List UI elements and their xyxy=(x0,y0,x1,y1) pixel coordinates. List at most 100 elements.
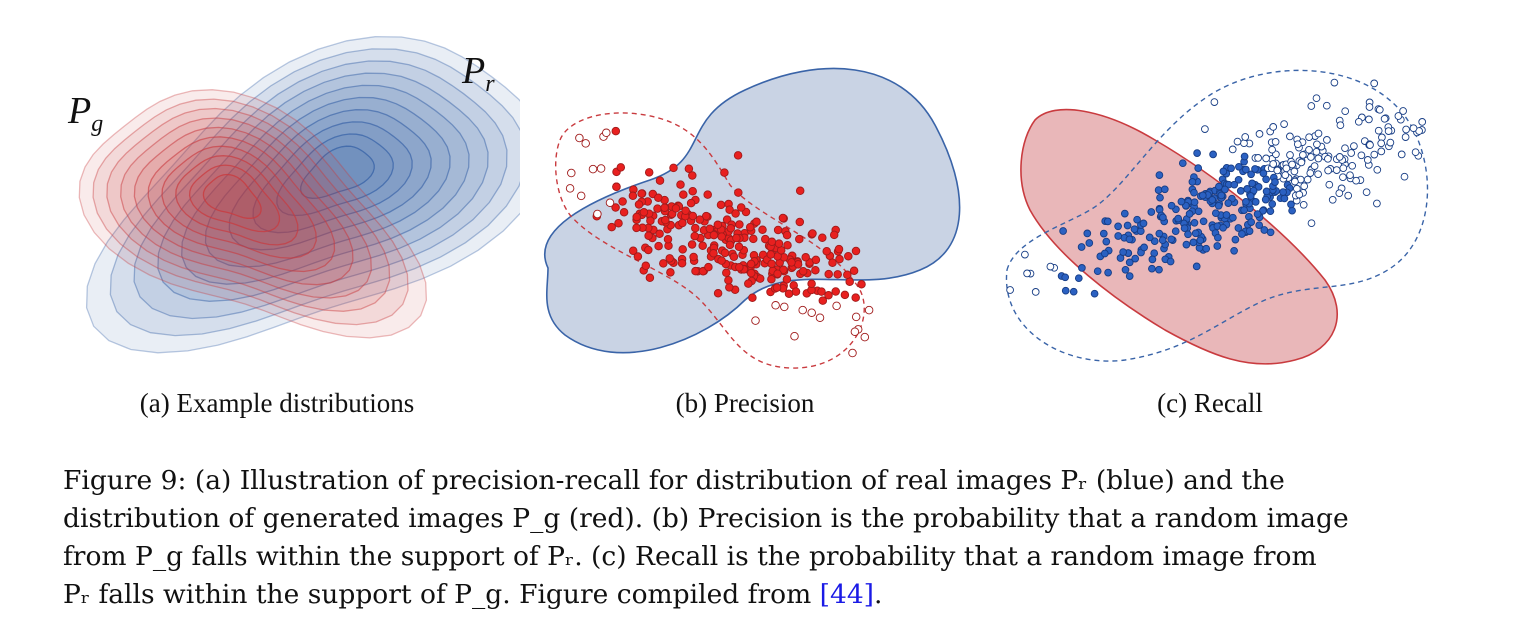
sample-point xyxy=(771,301,780,310)
sample-point xyxy=(1266,207,1275,216)
sample-point xyxy=(1148,255,1157,264)
sample-point xyxy=(653,204,662,213)
sample-point xyxy=(655,229,664,239)
sample-point xyxy=(811,265,820,275)
sample-point xyxy=(1295,190,1304,199)
sample-point xyxy=(1399,107,1407,115)
sample-point xyxy=(1341,144,1349,153)
sample-point xyxy=(1352,176,1360,185)
sample-point xyxy=(831,287,840,296)
sample-point xyxy=(798,266,808,276)
sample-point xyxy=(779,265,788,275)
sample-point xyxy=(1234,224,1243,232)
sample-point xyxy=(1167,235,1176,244)
sample-point xyxy=(1357,151,1366,160)
sample-point xyxy=(1236,187,1245,195)
sample-point xyxy=(717,256,726,265)
sample-point xyxy=(1328,195,1337,204)
sample-point xyxy=(843,270,852,279)
sample-point xyxy=(1166,257,1175,266)
sample-point xyxy=(1269,123,1278,131)
caption-line-1: Figure 9: (a) Illustration of precision-… xyxy=(63,465,1285,496)
sample-point xyxy=(1155,229,1164,238)
pr-contour-level xyxy=(181,84,470,285)
sample-point xyxy=(1332,166,1341,174)
sample-point xyxy=(1133,215,1141,224)
sample-point xyxy=(1325,180,1334,189)
sample-point xyxy=(1219,223,1227,232)
sample-point xyxy=(1299,151,1307,159)
citation-link[interactable]: [44] xyxy=(819,579,875,610)
sample-point xyxy=(1255,130,1264,138)
sample-point xyxy=(1322,101,1331,110)
sample-point xyxy=(1193,149,1201,157)
sample-point xyxy=(1103,217,1112,226)
sample-point xyxy=(1262,154,1270,163)
sample-point xyxy=(1104,268,1112,277)
sample-point xyxy=(1213,242,1222,250)
sample-point xyxy=(1209,150,1217,159)
sample-point xyxy=(1268,145,1276,154)
pg-contour-level xyxy=(161,145,317,259)
sample-point xyxy=(807,279,816,289)
subcaption-b: (b) Precision xyxy=(675,388,815,418)
sample-point xyxy=(1271,137,1280,146)
sample-point xyxy=(1242,165,1250,174)
sample-point xyxy=(688,211,698,221)
sample-point xyxy=(851,246,861,256)
sample-point xyxy=(1336,121,1345,130)
sample-point xyxy=(1167,201,1176,210)
sample-point xyxy=(722,268,731,278)
sample-point xyxy=(850,327,860,336)
sample-point xyxy=(1155,171,1164,179)
sample-point xyxy=(588,164,598,174)
sample-point xyxy=(1260,226,1269,234)
sample-point xyxy=(1006,286,1014,294)
sample-point xyxy=(1046,262,1055,271)
sample-point xyxy=(782,275,792,284)
sample-point xyxy=(1253,210,1262,218)
sample-point xyxy=(605,198,615,207)
sample-point xyxy=(1221,185,1229,194)
pr-contour-level xyxy=(228,109,432,251)
sample-point xyxy=(686,198,696,208)
sample-point xyxy=(772,283,782,292)
sample-point xyxy=(1231,235,1240,244)
sample-point xyxy=(1241,133,1250,141)
sample-point xyxy=(1074,274,1083,283)
sample-point xyxy=(678,245,687,254)
sample-point xyxy=(848,348,857,358)
sample-point xyxy=(1384,127,1393,135)
sample-point xyxy=(745,222,755,232)
sample-point xyxy=(618,197,627,206)
sample-point xyxy=(787,258,796,267)
sample-point xyxy=(1198,191,1207,200)
sample-point xyxy=(851,312,861,322)
sample-point xyxy=(801,253,810,262)
caption-line-3: from P_g falls within the support of Pᵣ.… xyxy=(63,541,1317,572)
sample-point xyxy=(725,205,734,214)
sample-point xyxy=(716,200,726,210)
sample-point xyxy=(1323,136,1331,144)
sample-point xyxy=(1190,198,1199,207)
sample-point xyxy=(1377,147,1386,156)
sample-point xyxy=(824,269,833,279)
sample-point xyxy=(1335,153,1344,161)
sample-point xyxy=(641,261,651,271)
sample-point xyxy=(1288,206,1296,215)
sample-point xyxy=(1177,197,1186,206)
sample-point xyxy=(1290,167,1299,176)
sample-point xyxy=(1155,265,1163,274)
sample-point xyxy=(795,186,805,196)
sample-point xyxy=(1215,182,1223,191)
sample-point xyxy=(782,230,792,240)
pg-samples xyxy=(565,126,874,358)
sample-point xyxy=(616,163,626,172)
pr-support-boundary xyxy=(1005,69,1429,362)
sample-point xyxy=(661,215,670,225)
sample-point xyxy=(654,193,663,203)
sample-point xyxy=(851,293,860,302)
sample-point xyxy=(614,218,623,228)
sample-point xyxy=(749,234,758,244)
sample-point xyxy=(1031,288,1040,296)
